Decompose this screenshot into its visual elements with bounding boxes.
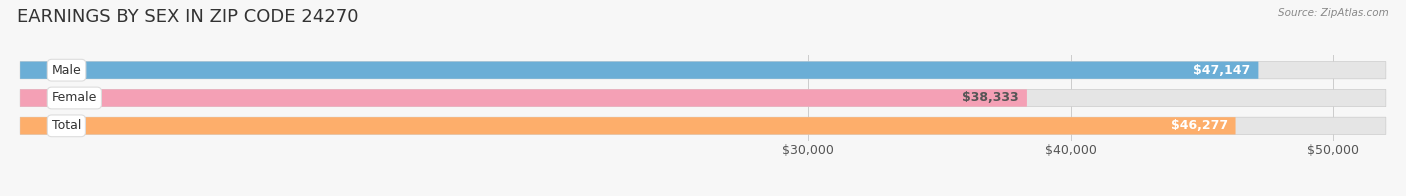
- FancyBboxPatch shape: [20, 62, 1386, 79]
- Text: Male: Male: [52, 64, 82, 77]
- FancyBboxPatch shape: [20, 89, 1026, 107]
- Text: Female: Female: [52, 92, 97, 104]
- Text: $47,147: $47,147: [1194, 64, 1250, 77]
- Text: Source: ZipAtlas.com: Source: ZipAtlas.com: [1278, 8, 1389, 18]
- Text: Total: Total: [52, 119, 82, 132]
- FancyBboxPatch shape: [20, 62, 1258, 79]
- Text: $46,277: $46,277: [1171, 119, 1227, 132]
- FancyBboxPatch shape: [20, 89, 1386, 107]
- FancyBboxPatch shape: [20, 117, 1386, 134]
- Text: EARNINGS BY SEX IN ZIP CODE 24270: EARNINGS BY SEX IN ZIP CODE 24270: [17, 8, 359, 26]
- Text: $38,333: $38,333: [962, 92, 1019, 104]
- FancyBboxPatch shape: [20, 117, 1236, 134]
